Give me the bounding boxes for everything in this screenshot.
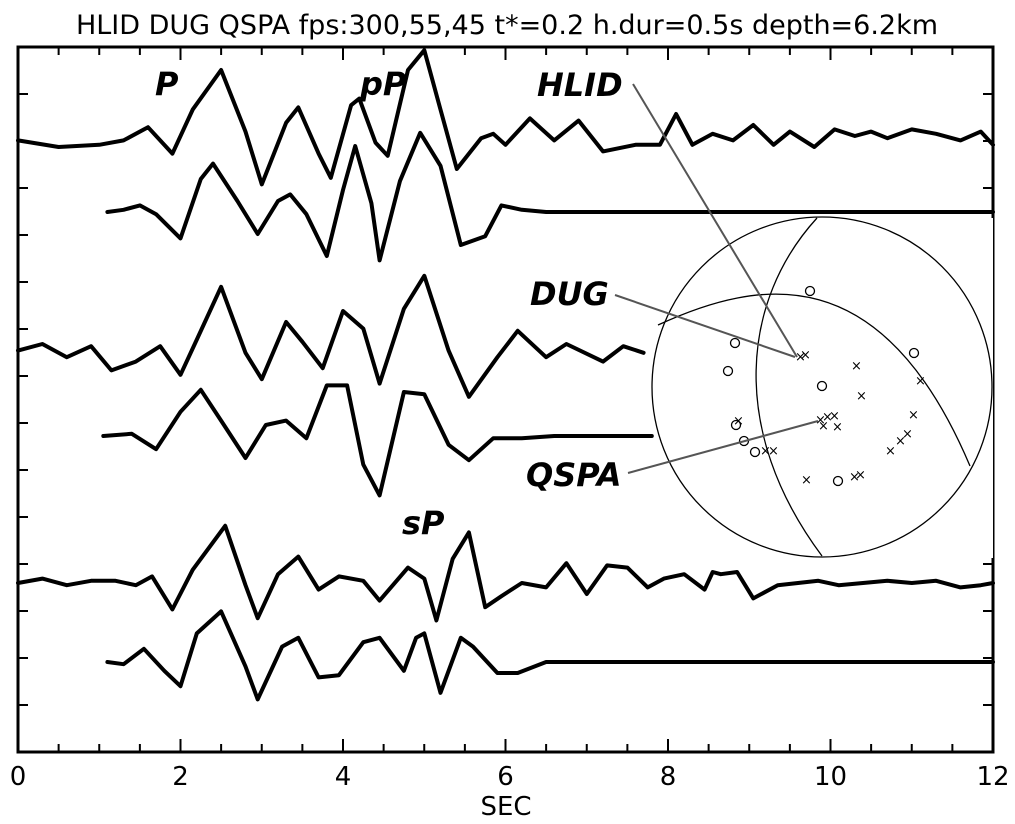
x-tick-labels: 0 2 4 6 8 10 12 [10,762,1010,792]
x-tick-label: 10 [814,762,847,792]
station-label-qspa: QSPA [526,456,622,494]
polarity-circles [722,285,920,487]
polarity-symbol: × [915,374,926,389]
chart-title: HLID DUG QSPA fps:300,55,45 t*=0.2 h.dur… [76,10,938,41]
trace-qspa-synthetic [105,609,995,702]
x-tick-label: 4 [335,762,352,792]
x-tick-label: 6 [497,762,514,792]
trace-qspa-data [16,523,995,623]
polarity-symbol: × [908,408,919,423]
polarity-symbol: × [902,427,913,442]
focal-sphere [651,216,993,558]
inset-background [655,218,993,558]
polarity-symbol: × [832,420,843,435]
polarity-crosses: × × × × × × × × × × × × × × × × × × × × [733,348,926,488]
station-label-dug: DUG [530,275,609,313]
polarity-symbol: × [829,409,840,424]
polarity-symbol: × [851,359,862,374]
phase-label-p: P [155,65,179,103]
polarity-symbol: × [849,470,860,485]
trace-hlid-synthetic [105,130,995,263]
trace-dug-synthetic [101,383,654,498]
x-tick-label: 0 [10,762,27,792]
polarity-symbol: × [822,410,833,425]
trace-hlid-data [16,48,995,187]
polarity-symbol: × [855,468,866,483]
x-axis-label: SEC [480,792,531,822]
station-label-hlid: HLID [537,66,623,104]
leader-line-hlid [632,83,798,358]
phase-label-pp: pP [359,65,407,103]
polarity-symbol: × [768,444,779,459]
x-tick-label: 2 [172,762,189,792]
polarity-symbol: × [856,389,867,404]
leader-line-qspa [627,420,819,474]
trace-dug-data [16,273,646,399]
seismogram-traces [16,48,995,702]
polarity-symbol: × [795,350,806,365]
x-tick-label: 12 [976,762,1009,792]
polarity-symbol: × [885,444,896,459]
polarity-symbol: × [760,444,771,459]
nodal-plane-2 [657,293,971,467]
focal-mechanism-inset: × × × × × × × × × × × × × × × × × × × × [526,66,993,558]
nodal-plane-1 [755,217,823,557]
leader-line-dug [614,294,796,358]
polarity-symbol: × [800,348,811,363]
polarity-symbol: × [895,434,906,449]
polarity-symbol: × [818,419,829,434]
phase-label-sp: sP [402,504,445,542]
polarity-symbol: × [733,414,744,429]
polarity-symbol: × [801,473,812,488]
polarity-symbol: × [815,413,826,428]
x-tick-label: 8 [660,762,677,792]
